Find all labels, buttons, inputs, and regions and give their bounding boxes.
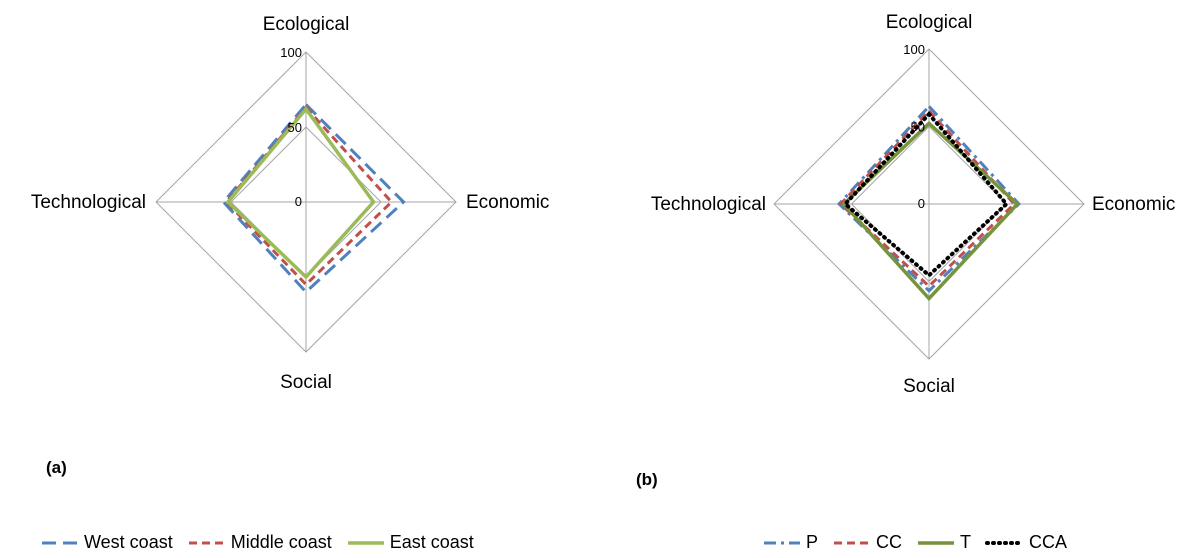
legend-item: P	[762, 532, 818, 553]
axis-label-social: Social	[280, 372, 332, 393]
legend-label: East coast	[389, 532, 474, 552]
series-west-coast	[221, 102, 406, 295]
legend-swatch	[834, 541, 871, 544]
series-p	[837, 104, 1021, 293]
legend-label: CCA	[1029, 532, 1068, 552]
legend-swatch	[188, 541, 225, 544]
legend-item: West coast	[40, 532, 173, 553]
legend-swatch	[347, 540, 384, 545]
legend-swatch	[918, 540, 955, 545]
legend-item: T	[916, 532, 971, 553]
legend-label: CC	[876, 532, 903, 552]
axis-label-ecological: Ecological	[886, 12, 973, 33]
legend-a: West coast Middle coast East coast	[40, 532, 474, 553]
legend-item: CCA	[985, 532, 1067, 553]
axis-label-technological: Technological	[651, 194, 766, 215]
tick-label: 50	[911, 120, 925, 135]
axis-label-ecological: Ecological	[263, 14, 350, 35]
series-east-coast	[225, 106, 376, 280]
legend-label: Middle coast	[230, 532, 332, 552]
tick-label: 50	[288, 120, 302, 135]
series-cc	[838, 108, 1017, 289]
panel-label-b: (b)	[636, 470, 658, 489]
tick-label: 0	[918, 196, 925, 211]
radar-chart-b-svg: 0 50 100 Ecological Economic Social Technologi…	[651, 12, 1176, 397]
legend-swatch	[42, 541, 78, 544]
legend-label: West coast	[84, 532, 173, 552]
legend-label: P	[806, 532, 819, 552]
series-cca	[842, 111, 1010, 278]
series-middle-coast	[224, 105, 394, 287]
radar-chart-b: 0 50 100 Ecological Economic Social Technologi…	[620, 0, 1191, 420]
legend-swatch	[764, 541, 800, 544]
axis-label-economic: Economic	[466, 192, 549, 213]
axis-label-technological: Technological	[31, 192, 146, 213]
tick-label: 100	[280, 45, 302, 60]
axis-label-economic: Economic	[1092, 194, 1175, 215]
tick-label: 0	[295, 194, 302, 209]
tick-label: 100	[903, 42, 925, 57]
radar-chart-a: 0 50 100 Ecological Economic Social Technologi…	[0, 0, 600, 420]
radar-chart-a-svg: 0 50 100 Ecological Economic Social Technologi…	[31, 14, 550, 393]
legend-swatch	[985, 540, 1026, 545]
legend-label: T	[960, 532, 972, 552]
legend-item: CC	[832, 532, 902, 553]
axis-label-social: Social	[903, 376, 955, 397]
legend-item: East coast	[346, 532, 474, 553]
legend-b: P CC T CCA	[762, 532, 1067, 553]
panel-label-a: (a)	[46, 458, 67, 477]
legend-item: Middle coast	[187, 532, 332, 553]
